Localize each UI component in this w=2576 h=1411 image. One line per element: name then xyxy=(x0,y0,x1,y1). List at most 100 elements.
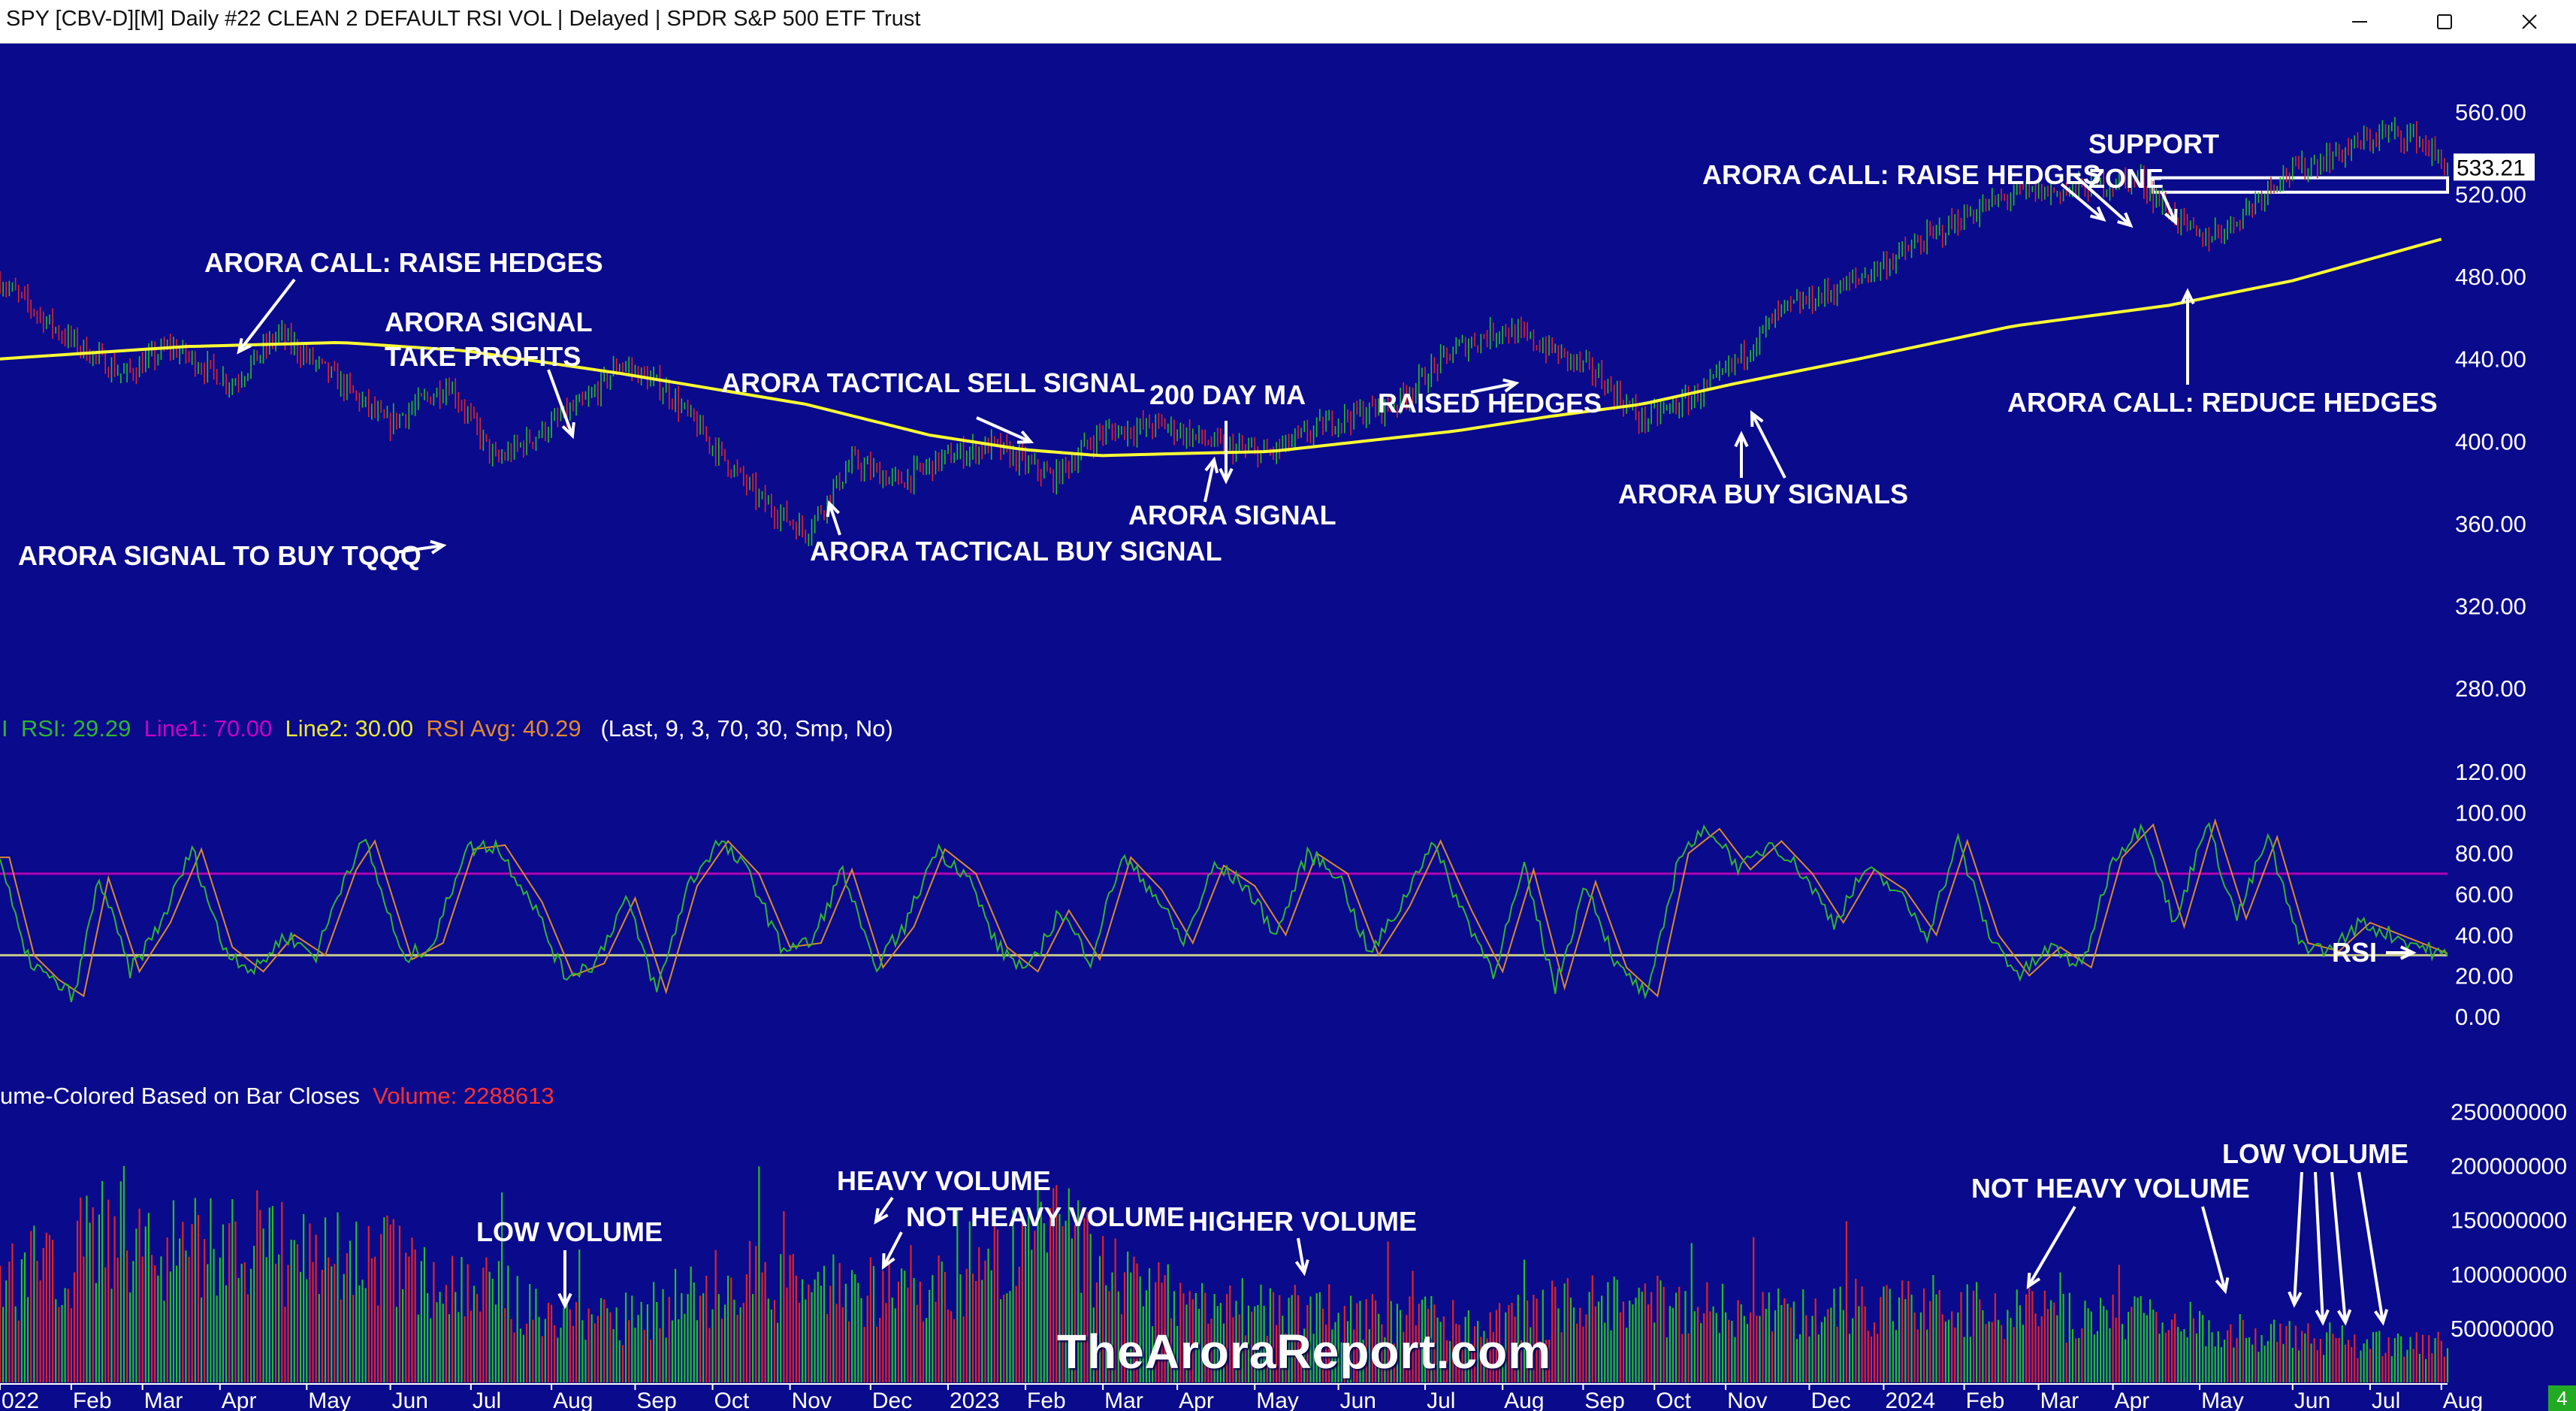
annotation-arrow xyxy=(1470,382,1517,394)
annotation-arrow xyxy=(2330,1171,2347,1323)
annotation-arrow xyxy=(2357,1171,2384,1323)
maximize-button[interactable] xyxy=(2399,0,2490,44)
x-tick-label: 2024 xyxy=(1885,1388,1935,1411)
annotation-arrowhead xyxy=(1750,409,1764,428)
support-zone-box xyxy=(2152,176,2449,194)
note-tactical-sell: ARORA TACTICAL SELL SIGNAL xyxy=(721,367,1146,398)
x-tick-label: Apr xyxy=(2115,1388,2150,1411)
annotations: ARORA CALL: RAISE HEDGES ARORA SIGNAL TAKE… xyxy=(18,128,2438,1326)
annotation-arrowhead xyxy=(1294,1259,1309,1277)
x-tick-label: May xyxy=(308,1388,351,1411)
x-tick-label: Mar xyxy=(144,1388,183,1411)
stock-chart[interactable]: 533.21 600.00560.00520.00480.00440.00400… xyxy=(0,44,2576,1411)
price-y-tick: 480.00 xyxy=(2455,264,2526,290)
annotation-arrowhead xyxy=(2374,1309,2389,1326)
window-title: SPY [CBV-D][M] Daily #22 CLEAN 2 DEFAULT… xyxy=(6,7,921,31)
rsi-legend-prefix: I xyxy=(2,715,8,742)
note-raised-hedges: RAISED HEDGES xyxy=(1378,388,1602,418)
x-tick-label: Jul xyxy=(473,1388,501,1411)
price-y-tick: 520.00 xyxy=(2455,182,2526,208)
note-low-volume-1: LOW VOLUME xyxy=(476,1216,663,1247)
x-tick-label: Apr xyxy=(222,1388,257,1411)
x-tick-label: Feb xyxy=(1966,1388,2005,1411)
price-panel: 533.21 xyxy=(0,116,2535,546)
price-y-tick: 440.00 xyxy=(2455,346,2526,373)
price-axis-clip xyxy=(2451,740,2576,755)
annotation-arrowhead xyxy=(561,421,575,440)
annotation-arrow xyxy=(1297,1237,1306,1274)
rsi-y-tick: 120.00 xyxy=(2455,759,2526,785)
x-tick-label: Mar xyxy=(2040,1388,2079,1411)
annotation-arrowhead xyxy=(2026,1272,2041,1289)
rsi-panel xyxy=(0,817,2448,1002)
note-200-day-ma: 200 DAY MA xyxy=(1149,379,1306,410)
annotation-arrowhead xyxy=(2288,1291,2303,1308)
x-tick-label: Oct xyxy=(714,1388,750,1411)
note-support-zone: ZONE xyxy=(2088,163,2164,194)
close-button[interactable] xyxy=(2484,0,2574,44)
annotation-arrowhead xyxy=(2090,206,2106,222)
x-tick-label: Nov xyxy=(792,1388,832,1411)
rsi-y-tick: 20.00 xyxy=(2455,963,2514,990)
price-y-tick: 400.00 xyxy=(2455,428,2526,455)
rsi-y-tick: 80.00 xyxy=(2455,841,2514,867)
annotation-arrowhead xyxy=(557,1292,572,1310)
note-tactical-buy: ARORA TACTICAL BUY SIGNAL xyxy=(810,536,1222,567)
note-arora-signal: ARORA SIGNAL xyxy=(1128,500,1336,530)
rsi-legend: I RSI: 29.29 Line1: 70.00 Line2: 30.00 R… xyxy=(2,715,893,742)
annotation-arrow xyxy=(237,278,296,353)
annotation-arrow xyxy=(2027,1205,2076,1288)
annotation-arrow xyxy=(882,1231,903,1267)
volume-panel xyxy=(0,1165,2449,1382)
volume-y-tick: 100000000 xyxy=(2451,1261,2567,1288)
annotation-arrow xyxy=(2201,1206,2227,1292)
note-reduce-hedges: ARORA CALL: REDUCE HEDGES xyxy=(2007,387,2438,418)
x-tick-label: Jun xyxy=(1340,1388,1376,1411)
rsi-y-tick: 100.00 xyxy=(2455,799,2526,826)
note-heavy-volume: HEAVY VOLUME xyxy=(837,1165,1051,1196)
volume-y-tick: 200000000 xyxy=(2451,1153,2567,1180)
x-tick-label: Mar xyxy=(1104,1388,1143,1411)
axes: 600.00560.00520.00480.00440.00400.00360.… xyxy=(0,99,2576,1411)
ma-200-line xyxy=(0,237,2442,458)
annotation-arrow xyxy=(874,1196,894,1223)
annotation-arrowhead xyxy=(2215,1277,2230,1295)
x-tick-label: Dec xyxy=(1810,1388,1850,1411)
minimize-icon xyxy=(2352,21,2367,23)
x-tick-label: Oct xyxy=(1656,1388,1691,1411)
rsi-y-tick: 60.00 xyxy=(2455,881,2514,908)
annotation-arrowhead xyxy=(874,1207,889,1225)
x-tick-label: Jul xyxy=(2372,1388,2400,1411)
note-raise-hedges-2: ARORA CALL: RAISE HEDGES xyxy=(1702,159,2101,190)
annotation-arrow xyxy=(2060,183,2105,221)
note-low-volume-2: LOW VOLUME xyxy=(2222,1138,2408,1169)
rsi-y-tick: 0.00 xyxy=(2455,1004,2500,1030)
rsi-legend-line2: Line2: 30.00 xyxy=(285,715,414,742)
price-y-tick: 320.00 xyxy=(2455,593,2526,619)
x-tick-label: Apr xyxy=(1179,1388,1214,1411)
annotation-arrowhead xyxy=(2399,945,2417,960)
last-price-marker xyxy=(2454,153,2535,181)
price-y-tick: 280.00 xyxy=(2455,675,2526,702)
annotation-arrowhead xyxy=(1502,378,1520,393)
watermark: TheAroraReport.com xyxy=(1057,1325,1552,1379)
annotation-arrowhead xyxy=(2164,208,2178,226)
x-tick-label: May xyxy=(1256,1388,1299,1411)
x-tick-label: 022 xyxy=(2,1388,39,1411)
annotation-arrowhead xyxy=(430,539,447,554)
annotation-arrow xyxy=(547,369,574,437)
volume-y-tick: 250000000 xyxy=(2451,1098,2567,1125)
rsi-legend-value: RSI: 29.29 xyxy=(20,715,131,742)
rsi-legend-avg: RSI Avg: 40.29 xyxy=(426,715,581,742)
corner-badge: 4 xyxy=(2548,1385,2576,1411)
volume-y-tick: 50000000 xyxy=(2451,1316,2554,1342)
annotation-arrowhead xyxy=(2315,1309,2330,1326)
annotation-arrowhead xyxy=(826,500,840,518)
rsi-legend-params: (Last, 9, 3, 70, 30, Smp, No) xyxy=(600,715,893,742)
annotation-arrowhead xyxy=(2337,1309,2352,1326)
annotation-arrowhead xyxy=(2117,212,2134,228)
rsi-legend-line1: Line1: 70.00 xyxy=(143,715,273,742)
note-higher-volume: HIGHER VOLUME xyxy=(1188,1206,1417,1237)
minimize-button[interactable] xyxy=(2315,0,2405,44)
maximize-icon xyxy=(2437,14,2452,29)
